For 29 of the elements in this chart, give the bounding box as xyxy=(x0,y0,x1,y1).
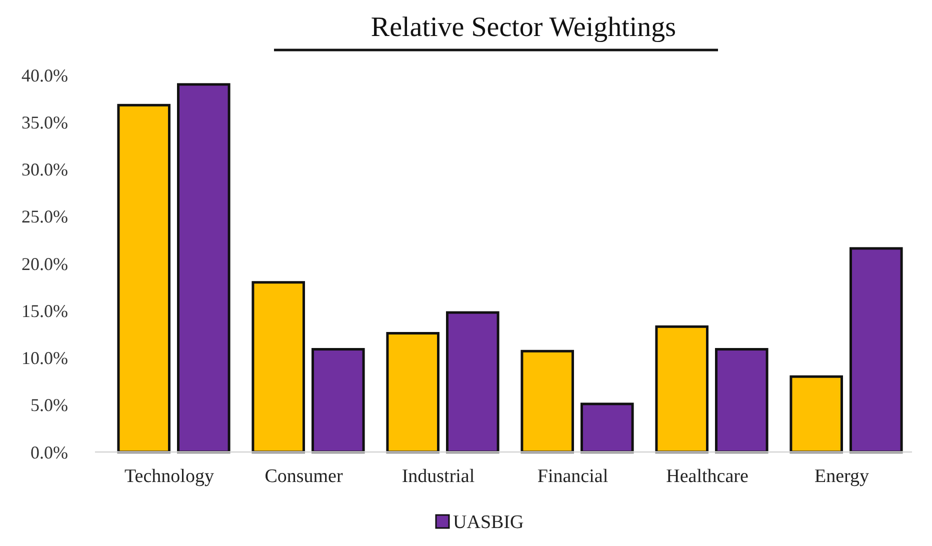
x-tick-label: Healthcare xyxy=(666,466,748,487)
bar xyxy=(655,325,708,454)
y-tick-label: 15.0% xyxy=(22,300,68,321)
chart-title: Relative Sector Weightings xyxy=(370,12,676,43)
bar xyxy=(520,350,574,454)
y-tick-label: 40.0% xyxy=(22,65,68,86)
bar xyxy=(312,348,365,454)
bar xyxy=(252,281,305,454)
y-tick-label: 0.0% xyxy=(30,442,68,462)
y-tick-label: 5.0% xyxy=(30,395,68,416)
y-tick-label: 25.0% xyxy=(22,206,68,227)
x-tick-label: Consumer xyxy=(264,466,344,487)
bar xyxy=(580,402,634,454)
x-tick-label: Industrial xyxy=(402,466,475,487)
y-tick-label: 10.0% xyxy=(22,348,68,368)
legend-label: UASBIG xyxy=(453,512,524,533)
bar xyxy=(386,332,440,454)
bar xyxy=(117,104,170,454)
bar xyxy=(446,311,500,454)
x-tick-label: Financial xyxy=(537,466,608,487)
bar xyxy=(715,348,768,454)
bar xyxy=(850,247,903,454)
y-tick-label: 20.0% xyxy=(22,254,68,274)
x-tick-label: Technology xyxy=(124,466,214,487)
x-tick-label: Energy xyxy=(814,466,870,487)
bar xyxy=(177,83,230,454)
y-tick-label: 30.0% xyxy=(22,160,68,180)
bar xyxy=(790,375,843,454)
y-tick-label: 35.0% xyxy=(22,112,68,132)
